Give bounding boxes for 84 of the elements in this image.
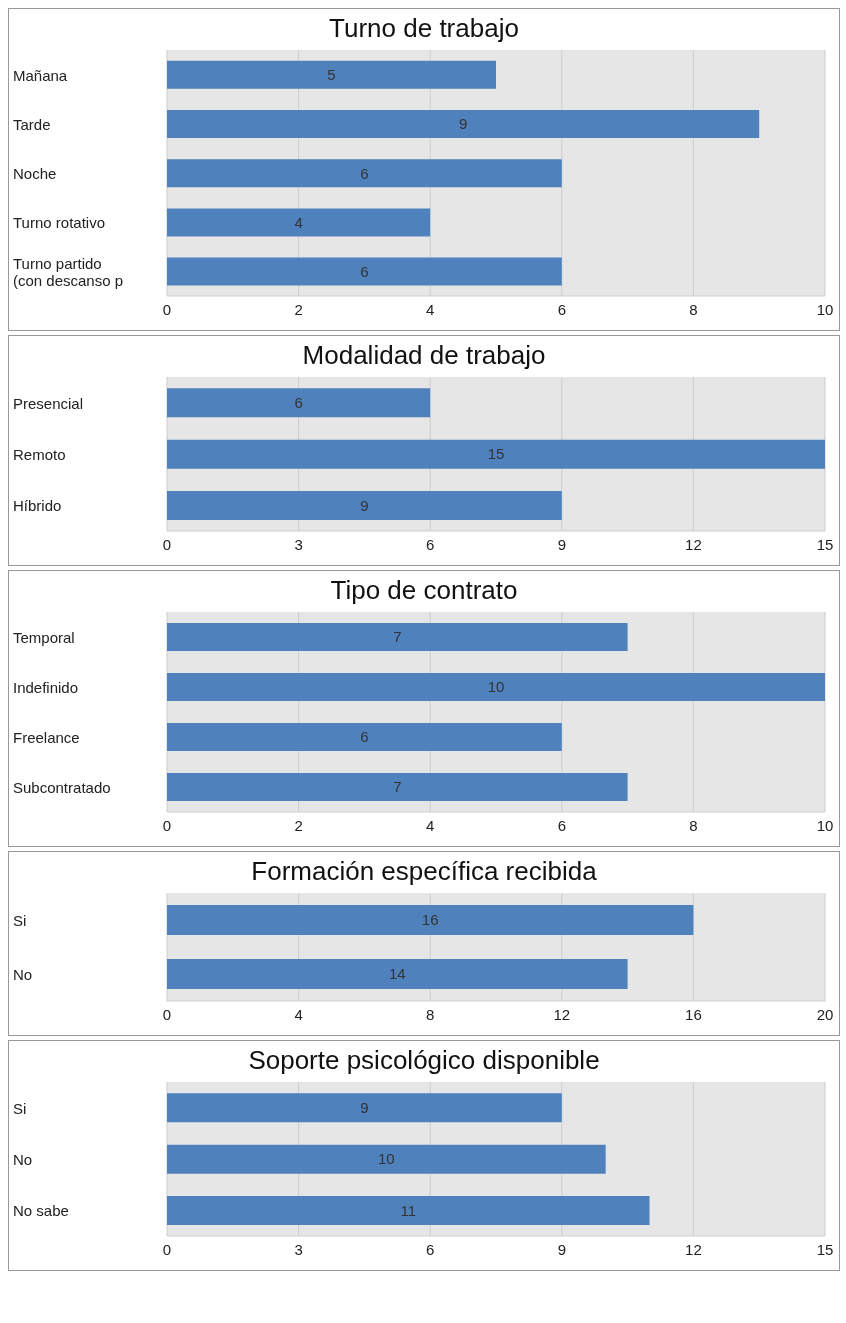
y-tick-label: Freelance	[13, 728, 80, 746]
y-tick-label: No	[13, 965, 33, 983]
y-tick-label: Indefinido	[13, 678, 79, 696]
data-label: 9	[458, 115, 468, 133]
y-tick-label: Si	[13, 911, 27, 929]
chart-title: Tipo de contrato	[329, 574, 519, 606]
bar	[167, 1195, 650, 1225]
data-label: 6	[360, 164, 369, 182]
x-tick-label: 15	[816, 1240, 834, 1258]
y-tick-label: Remoto	[13, 445, 66, 463]
x-tick-label: 3	[294, 1240, 303, 1258]
data-label: 7	[393, 778, 402, 796]
y-tick-label: No	[13, 1150, 33, 1168]
x-tick-label: 10	[816, 816, 834, 834]
x-tick-label: 4	[426, 816, 435, 834]
x-tick-label: 12	[685, 1240, 702, 1258]
chart-title: Modalidad de trabajo	[301, 339, 547, 371]
x-tick-label: 0	[162, 535, 172, 553]
y-tick-label: Subcontratado	[13, 778, 111, 796]
bar	[167, 723, 562, 751]
x-tick-label: 20	[816, 1005, 834, 1023]
data-label: 6	[360, 262, 369, 280]
y-tick-label: Si	[13, 1099, 27, 1117]
bar	[167, 1144, 606, 1174]
data-label: 5	[327, 66, 336, 84]
x-tick-label: 8	[426, 1005, 435, 1023]
y-tick-label: No sabe	[13, 1201, 69, 1219]
bar	[167, 388, 431, 418]
chart-title: Soporte psicológico disponible	[247, 1044, 601, 1076]
x-tick-label: 0	[162, 1240, 172, 1258]
x-tick-label: 6	[557, 816, 566, 834]
bar	[167, 673, 825, 701]
bar	[167, 60, 496, 89]
y-tick-label: Híbrido	[13, 496, 62, 514]
y-tick-label: Temporal	[13, 628, 75, 646]
x-tick-label: 0	[162, 1005, 172, 1023]
bar	[167, 490, 562, 520]
data-label: 7	[393, 628, 402, 646]
x-tick-label: 6	[557, 300, 566, 318]
x-tick-label: 2	[294, 300, 303, 318]
x-tick-label: 0	[162, 816, 172, 834]
x-tick-label: 9	[557, 1240, 566, 1258]
x-tick-label: 12	[685, 535, 702, 553]
y-tick-label: Presencial	[13, 394, 84, 412]
x-tick-label: 8	[689, 300, 698, 318]
x-tick-label: 16	[685, 1005, 702, 1023]
bar	[167, 623, 628, 651]
data-label: 6	[294, 394, 303, 412]
data-label: 15	[487, 445, 505, 463]
x-tick-label: 12	[553, 1005, 571, 1023]
x-tick-label: 2	[294, 816, 303, 834]
bar	[167, 439, 825, 469]
x-tick-label: 10	[816, 300, 834, 318]
bar	[167, 773, 628, 801]
x-tick-label: 8	[689, 816, 698, 834]
bar	[167, 257, 562, 286]
bar	[167, 1093, 562, 1123]
data-label: 4	[294, 213, 303, 231]
data-label: 14	[388, 965, 406, 983]
data-label: 6	[360, 728, 369, 746]
data-label: 9	[360, 496, 369, 514]
x-tick-label: 15	[816, 535, 834, 553]
y-tick-label: Tarde	[13, 115, 51, 133]
data-label: 10	[377, 1150, 395, 1168]
y-tick-label: Turno partido (con descanso p	[13, 254, 124, 289]
x-tick-label: 3	[294, 535, 303, 553]
data-label: 11	[400, 1201, 417, 1219]
chart-title: Formación específica recibida	[250, 855, 598, 887]
y-tick-label: Mañana	[13, 66, 68, 84]
bar	[167, 208, 431, 237]
bar	[167, 159, 562, 188]
x-tick-label: 4	[294, 1005, 303, 1023]
data-label: 9	[360, 1099, 369, 1117]
x-tick-label: 4	[426, 300, 435, 318]
y-tick-label: Noche	[13, 164, 57, 182]
x-tick-label: 6	[426, 535, 435, 553]
y-tick-label: Turno rotativo	[13, 213, 105, 231]
x-tick-label: 0	[162, 300, 172, 318]
bar	[167, 110, 760, 139]
x-tick-label: 6	[426, 1240, 435, 1258]
data-label: 10	[487, 678, 505, 696]
chart-title: Turno de trabajo	[328, 12, 520, 44]
data-label: 16	[421, 911, 439, 929]
x-tick-label: 9	[557, 535, 566, 553]
